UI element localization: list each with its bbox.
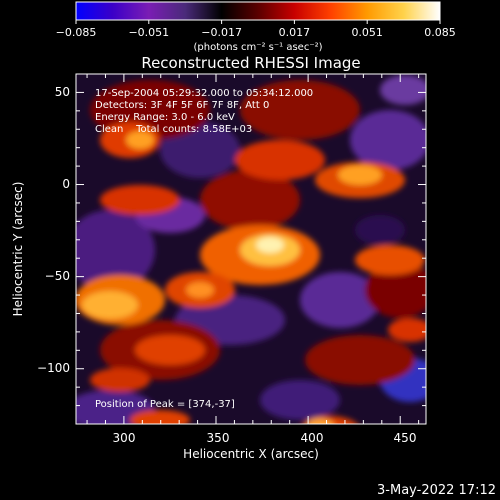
colorbar-tick-label: 0.017 (279, 26, 311, 39)
x-tick-labels: 300 350 400 450 (113, 431, 417, 445)
x-tick-label: 400 (301, 431, 324, 445)
colorbar-tick-label: −0.017 (201, 26, 242, 39)
colorbar: −0.085 −0.051 −0.017 0.017 0.051 0.085 (… (56, 1, 456, 53)
image-blobs (76, 75, 426, 424)
colorbar-tick-labels: −0.085 −0.051 −0.017 0.017 0.051 0.085 (56, 26, 456, 39)
y-tick-label: 50 (55, 85, 70, 99)
colorbar-tick-label: −0.051 (128, 26, 169, 39)
image-frame (75, 73, 427, 425)
x-tick-label: 450 (394, 431, 417, 445)
rhessi-image: 17-Sep-2004 05:29:32.000 to 05:34:12.000… (75, 73, 427, 425)
detectors-label: Detectors: 3F 4F 5F 6F 7F 8F, Att 0 (95, 100, 269, 111)
colorbar-strip (75, 1, 441, 21)
energy-range-label: Energy Range: 3.0 - 6.0 keV (95, 112, 235, 123)
y-axis-label: Heliocentric Y (arcsec) (11, 182, 25, 317)
y-tick-label: −50 (45, 269, 70, 283)
y-tick-labels: 50 0 −50 −100 (37, 85, 70, 375)
peak-position-label: Position of Peak = [374,-37] (95, 399, 235, 410)
plot-title: Reconstructed RHESSI Image (141, 54, 360, 72)
footer-timestamp: 3-May-2022 17:12 (377, 483, 496, 498)
colorbar-unit-label: (photons cm⁻² s⁻¹ asec⁻²) (193, 42, 322, 53)
y-tick-label: 0 (62, 177, 70, 191)
colorbar-ticks (75, 20, 441, 24)
y-tick-label: −100 (37, 361, 70, 375)
x-tick-label: 350 (207, 431, 230, 445)
clean-counts-label: Clean Total counts: 8.58E+03 (95, 124, 252, 135)
colorbar-tick-label: −0.085 (56, 26, 97, 39)
axis-ticks (76, 74, 426, 425)
x-tick-label: 300 (113, 431, 136, 445)
x-axis-label: Heliocentric X (arcsec) (183, 447, 319, 461)
colorbar-tick-label: 0.085 (424, 26, 456, 39)
time-range-label: 17-Sep-2004 05:29:32.000 to 05:34:12.000 (95, 88, 313, 99)
colorbar-tick-label: 0.051 (351, 26, 383, 39)
